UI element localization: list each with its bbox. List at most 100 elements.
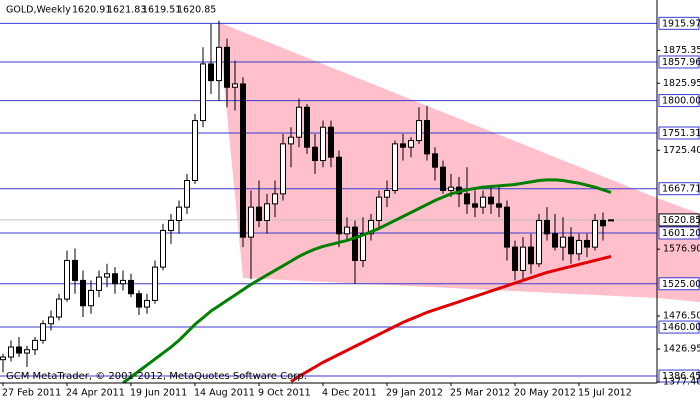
y-tick-label: 1476.50 bbox=[663, 311, 700, 322]
level-label: 1525.00 bbox=[662, 279, 700, 290]
level-label-box bbox=[658, 277, 700, 291]
level-label: 1667.71 bbox=[662, 184, 700, 195]
candle-body bbox=[304, 106, 310, 148]
moving-average bbox=[122, 178, 612, 383]
candle-body bbox=[608, 219, 614, 222]
candle-body bbox=[512, 246, 518, 271]
candle-body bbox=[144, 299, 150, 308]
candle-body bbox=[72, 259, 78, 281]
candle-body bbox=[392, 143, 398, 192]
level-label-box bbox=[658, 126, 700, 140]
x-tick-label: 19 Jun 2011 bbox=[130, 388, 187, 399]
candle-body bbox=[112, 273, 118, 285]
y-tick-label: 1377.40 bbox=[663, 377, 700, 388]
level-label: 1751.31 bbox=[662, 128, 700, 139]
candle-body bbox=[240, 83, 246, 238]
candle-body bbox=[432, 153, 438, 168]
candle-body bbox=[296, 106, 302, 138]
candle-body bbox=[488, 196, 494, 205]
candle-body bbox=[128, 279, 134, 295]
level-label-box bbox=[658, 182, 700, 196]
y-tick-label: 1576.90 bbox=[663, 244, 700, 255]
candle-body bbox=[600, 219, 606, 227]
candle-body bbox=[0, 356, 6, 361]
candle-body bbox=[208, 63, 214, 82]
candle-body bbox=[184, 180, 190, 208]
candle-body bbox=[360, 233, 366, 261]
level-label-box bbox=[658, 226, 700, 240]
candle-body bbox=[272, 193, 278, 205]
current-price-label: 1620.85 bbox=[662, 215, 700, 226]
x-tick-label: 15 Jul 2012 bbox=[578, 388, 632, 399]
candle-body bbox=[536, 219, 542, 265]
x-tick-label: 14 Aug 2011 bbox=[194, 388, 255, 399]
x-tick-label: 29 Jan 2012 bbox=[386, 388, 443, 399]
level-label: 1386.45 bbox=[662, 371, 700, 382]
candle-body bbox=[320, 126, 326, 162]
x-tick-label: 25 Mar 2012 bbox=[450, 388, 510, 399]
level-label: 1800.00 bbox=[662, 96, 700, 107]
candle-body bbox=[352, 226, 358, 261]
level-label: 1601.20 bbox=[662, 228, 700, 239]
x-tick-label: 20 May 2012 bbox=[514, 388, 576, 399]
header-value: 1620.85 bbox=[177, 5, 216, 16]
level-label: 1915.97 bbox=[662, 18, 700, 29]
level-label-box bbox=[658, 94, 700, 108]
candle-body bbox=[192, 120, 198, 182]
candle-body bbox=[32, 339, 38, 351]
level-label-box bbox=[658, 16, 700, 30]
candle-body bbox=[480, 196, 486, 208]
candle-body bbox=[136, 293, 142, 308]
x-tick-label: 4 Dec 2011 bbox=[322, 388, 377, 399]
candle-body bbox=[416, 120, 422, 142]
level-label: 1460.00 bbox=[662, 322, 700, 333]
candle-body bbox=[8, 346, 14, 358]
header-value: 1621.83 bbox=[107, 5, 146, 16]
candle-body bbox=[104, 273, 110, 278]
candle-body bbox=[280, 143, 286, 195]
candle-body bbox=[16, 346, 22, 354]
candle-body bbox=[592, 219, 598, 248]
moving-average bbox=[290, 254, 612, 383]
candle-body bbox=[264, 203, 270, 221]
header-value: 1619.51 bbox=[142, 5, 181, 16]
level-label-box bbox=[658, 369, 700, 383]
current-price-box bbox=[658, 213, 700, 227]
candle-body bbox=[56, 298, 62, 318]
candle-body bbox=[152, 266, 158, 301]
candle-body bbox=[520, 246, 526, 271]
candle-body bbox=[120, 279, 126, 285]
candle-body bbox=[368, 219, 374, 235]
candle-body bbox=[312, 146, 318, 162]
y-tick-label: 1875.35 bbox=[663, 45, 700, 56]
candle-body bbox=[288, 136, 294, 145]
candle-body bbox=[376, 196, 382, 221]
candle-body bbox=[64, 259, 70, 300]
level-label-box bbox=[658, 320, 700, 334]
candle-body bbox=[560, 236, 566, 248]
level-label: 1857.96 bbox=[662, 57, 700, 68]
candle-body bbox=[568, 236, 574, 255]
y-tick-label: 1426.95 bbox=[663, 344, 700, 355]
candle-body bbox=[176, 206, 182, 221]
x-tick-label: 27 Feb 2011 bbox=[2, 388, 61, 399]
x-tick-label: 24 Apr 2011 bbox=[66, 388, 125, 399]
candle-body bbox=[80, 279, 86, 307]
candle-body bbox=[384, 190, 390, 198]
footer: GCM MetaTrader, © 2001-2012, MetaQuotes … bbox=[6, 371, 307, 382]
candle-body bbox=[224, 46, 230, 88]
y-tick-label: 1825.95 bbox=[663, 78, 700, 89]
candle-body bbox=[40, 323, 46, 341]
candle-body bbox=[400, 143, 406, 148]
candle-body bbox=[424, 120, 430, 155]
candle-body bbox=[472, 203, 478, 208]
candle-body bbox=[440, 166, 446, 192]
chart-title: GOLD,Weekly bbox=[6, 5, 71, 16]
candle-body bbox=[216, 46, 222, 82]
candle-body bbox=[344, 226, 350, 235]
level-label-box bbox=[658, 55, 700, 69]
candle-body bbox=[576, 239, 582, 255]
candle-body bbox=[528, 246, 534, 265]
x-tick-label: 9 Oct 2011 bbox=[258, 388, 311, 399]
candle-body bbox=[168, 219, 174, 231]
